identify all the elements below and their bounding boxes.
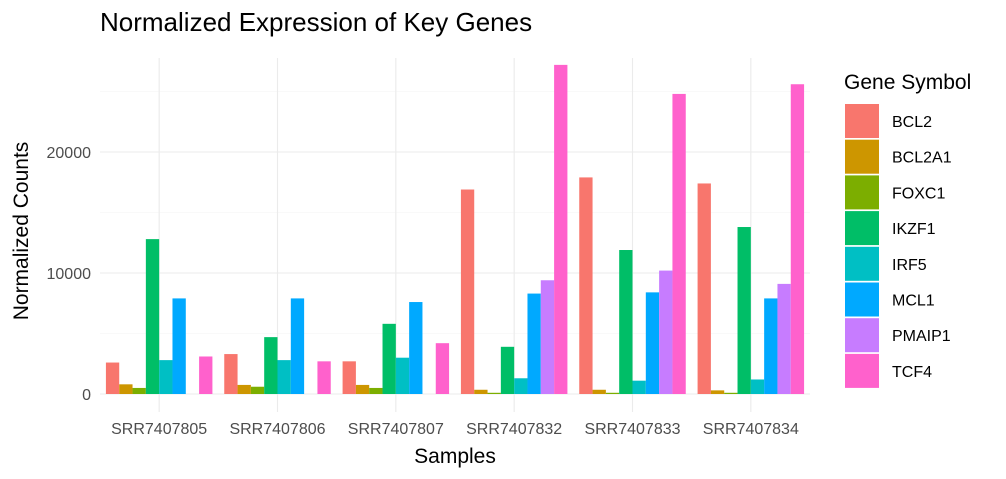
bar-ikzf1-srr7407807 [382,323,396,394]
bar-tcf4-srr7407805 [199,356,213,394]
bar-bcl2-srr7407834 [697,183,711,394]
bar-foxc1-srr7407834 [724,392,738,394]
legend-item-pmaip1: PMAIP1 [845,318,951,353]
legend-swatch [845,104,879,138]
bar-mcl1-srr7407807 [409,302,423,394]
bar-bcl2-srr7407833 [579,177,593,394]
legend-item-ikzf1: IKZF1 [845,211,936,246]
bar-irf5-srr7407805 [159,360,173,394]
y-tick-label: 20000 [47,145,92,162]
x-tick-label: SRR7407834 [703,421,799,438]
legend-swatch [845,318,879,353]
x-tick-label: SRR7407806 [229,421,325,438]
bar-foxc1-srr7407806 [250,386,265,394]
legend-label: MCL1 [892,293,935,310]
x-axis-ticks: SRR7407805 SRR7407806 SRR7407807 SRR7407832… [111,421,799,438]
legend: Gene Symbol BCL2 BCL2A1 FOXC1 IKZF1 IRF5 MCL1… [844,71,971,388]
legend-item-mcl1: MCL1 [845,282,935,317]
bar-ikzf1-srr7407833 [619,250,633,394]
legend-swatch [845,211,879,246]
legend-label: IRF5 [892,257,927,274]
y-tick-label: 0 [82,387,91,404]
y-tick-label: 10000 [47,266,92,283]
bar-irf5-srr7407806 [277,360,291,394]
bar-tcf4-srr7407834 [790,84,805,395]
bar-ikzf1-srr7407834 [737,227,751,394]
bar-tcf4-srr7407833 [672,93,686,395]
bar-mcl1-srr7407833 [645,292,660,394]
legend-label: FOXC1 [892,185,945,202]
grid-lines [100,58,810,412]
legend-swatch [845,175,879,210]
bar-irf5-srr7407834 [750,379,765,394]
bars [105,64,805,395]
bar-bcl2a1-srr7407832 [474,389,488,394]
bar-bcl2a1-srr7407806 [237,384,251,394]
bar-ikzf1-srr7407806 [264,337,278,394]
legend-label: IKZF1 [892,221,936,238]
bar-pmaip1-srr7407832 [540,280,555,394]
bar-ikzf1-srr7407805 [145,239,160,394]
bar-mcl1-srr7407832 [527,293,541,394]
bar-irf5-srr7407832 [514,378,528,394]
legend-title: Gene Symbol [844,71,971,94]
bar-mcl1-srr7407834 [764,298,778,394]
bar-irf5-srr7407807 [395,357,410,394]
bar-bcl2a1-srr7407807 [355,384,370,394]
x-axis-title: Samples [414,445,496,468]
bar-bcl2-srr7407805 [105,362,120,394]
bar-foxc1-srr7407833 [605,392,620,394]
legend-label: TCF4 [892,364,932,381]
bar-foxc1-srr7407807 [369,387,383,394]
legend-swatch [845,353,879,388]
bar-bcl2-srr7407832 [460,189,475,394]
legend-swatch [845,246,879,281]
bar-tcf4-srr7407806 [317,361,331,394]
legend-item-tcf4: TCF4 [845,353,932,388]
bar-irf5-srr7407833 [632,380,646,394]
x-tick-label: SRR7407807 [348,421,444,438]
legend-item-irf5: IRF5 [845,246,927,281]
legend-label: BCL2 [892,114,932,131]
legend-item-bcl2: BCL2 [845,104,932,138]
legend-label: BCL2A1 [892,150,952,167]
legend-swatch [845,139,879,174]
bar-bcl2-srr7407807 [342,361,356,394]
bar-foxc1-srr7407805 [132,387,146,394]
bar-pmaip1-srr7407833 [659,270,673,394]
bar-ikzf1-srr7407832 [500,346,515,394]
bar-tcf4-srr7407807 [435,343,450,394]
bar-tcf4-srr7407832 [554,64,568,394]
bar-bcl2a1-srr7407805 [119,384,133,394]
legend-item-foxc1: FOXC1 [845,175,945,210]
y-axis-title: Normalized Counts [10,142,33,321]
y-axis-ticks: 0 10000 20000 [47,145,92,404]
x-tick-label: SRR7407833 [584,421,680,438]
bar-mcl1-srr7407805 [172,298,186,394]
bar-foxc1-srr7407832 [487,392,501,394]
legend-label: PMAIP1 [892,328,951,345]
legend-item-bcl2a1: BCL2A1 [845,139,952,174]
bar-mcl1-srr7407806 [290,298,305,394]
x-tick-label: SRR7407805 [111,421,207,438]
x-tick-label: SRR7407832 [466,421,562,438]
bar-bcl2-srr7407806 [224,354,238,394]
legend-swatch [845,282,879,317]
chart-title: Normalized Expression of Key Genes [100,7,532,37]
bar-pmaip1-srr7407834 [777,283,791,394]
bar-bcl2a1-srr7407833 [592,389,606,394]
bar-bcl2a1-srr7407834 [710,390,725,394]
